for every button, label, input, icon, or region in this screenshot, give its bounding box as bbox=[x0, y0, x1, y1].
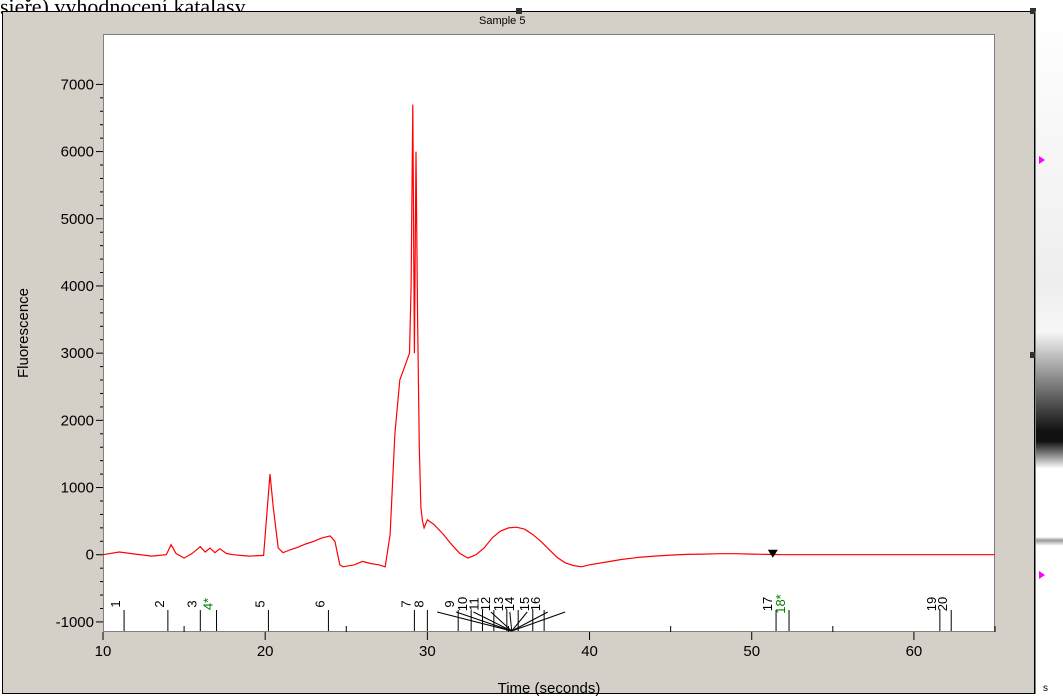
peak-cluster-line bbox=[511, 611, 528, 632]
peak-label: 10 bbox=[455, 597, 470, 611]
peak-label: 1 bbox=[108, 600, 123, 607]
peak-label: 20 bbox=[935, 597, 950, 611]
resize-handle-right[interactable] bbox=[1030, 352, 1036, 358]
y-tick-label: 4000 bbox=[61, 278, 94, 295]
peak-label: 4* bbox=[201, 598, 216, 610]
peak-label: 17 bbox=[760, 597, 775, 611]
peak-label: 5 bbox=[252, 600, 267, 607]
y-tick-label: -1000 bbox=[56, 614, 94, 631]
fluorescence-series-line bbox=[102, 104, 995, 568]
x-tick-label: 60 bbox=[906, 643, 923, 660]
y-tick-label: 7000 bbox=[61, 76, 94, 93]
side-image-panel bbox=[1035, 11, 1063, 694]
peak-cluster-line bbox=[437, 611, 512, 632]
x-tick-label: 50 bbox=[743, 643, 760, 660]
chart-title: Sample 5 bbox=[479, 15, 526, 27]
side-arrow-icon-lower bbox=[1039, 571, 1045, 579]
y-tick-label: 2000 bbox=[61, 412, 94, 429]
resize-handle-top[interactable] bbox=[516, 8, 522, 14]
side-arrow-icon-upper bbox=[1039, 156, 1045, 164]
y-tick-label: 0 bbox=[86, 547, 94, 564]
peak-label: 7 bbox=[398, 600, 413, 607]
peak-cluster-line bbox=[511, 611, 549, 632]
peak-cluster-line bbox=[509, 611, 513, 632]
y-tick-label: 5000 bbox=[61, 211, 94, 228]
peak-label: 15 bbox=[517, 597, 532, 611]
x-tick-label: 30 bbox=[419, 643, 436, 660]
peak-label: 8 bbox=[411, 600, 426, 607]
side-panel-label: s bbox=[1043, 683, 1048, 694]
plot-area bbox=[103, 34, 995, 632]
peak-label: 13 bbox=[491, 597, 506, 611]
peak-label: 12 bbox=[478, 597, 493, 611]
chromatogram-chart: -1000 0 1000 2000 3000 4000 5000 6000 7000 10 20 30… bbox=[15, 76, 996, 696]
peak-label: 3 bbox=[184, 600, 199, 607]
x-tick-label: 20 bbox=[257, 643, 274, 660]
peak-label: 9 bbox=[442, 600, 457, 607]
peak-cluster-line bbox=[490, 611, 513, 632]
x-tick-label: 40 bbox=[581, 643, 598, 660]
y-tick-label: 3000 bbox=[61, 345, 94, 362]
peak-label: 6 bbox=[312, 600, 327, 607]
peak-label: 2 bbox=[152, 600, 167, 607]
down-triangle-marker-icon bbox=[767, 549, 778, 558]
peak-label: 11 bbox=[467, 597, 482, 611]
peak-label: 16 bbox=[528, 597, 543, 611]
peak-cluster-line bbox=[511, 611, 566, 632]
peak-label: 14 bbox=[502, 597, 517, 611]
y-tick-label: 6000 bbox=[61, 144, 94, 161]
resize-handle-top-right[interactable] bbox=[1030, 8, 1036, 14]
peak-cluster-line bbox=[455, 611, 512, 632]
peak-label: 18* bbox=[773, 594, 788, 614]
x-tick-label: 10 bbox=[95, 643, 112, 660]
peak-label: 19 bbox=[924, 597, 939, 611]
y-tick-label: 1000 bbox=[61, 480, 94, 497]
x-axis-label: Time (seconds) bbox=[498, 680, 601, 696]
y-axis-label: Fluorescence bbox=[15, 288, 32, 378]
peak-cluster-line bbox=[473, 611, 512, 632]
